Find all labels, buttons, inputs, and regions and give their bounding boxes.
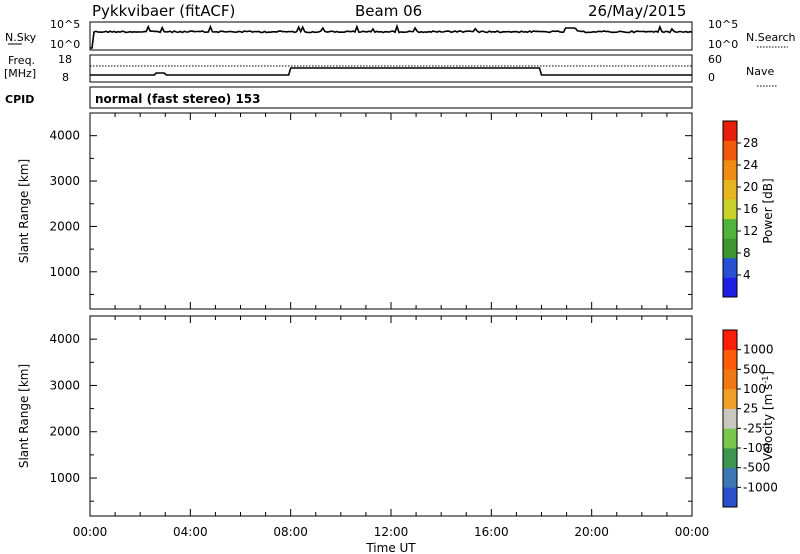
nsearch-label: N.Search [746,31,796,44]
colorbar-swatch [723,277,737,298]
colorbar-swatch [723,238,737,259]
power-colorbar-label: Power [dB] [761,178,775,243]
beam-title: Beam 06 [355,2,422,20]
freq-panel: Freq. [MHz] 18 8 60 0 Nave [4,53,778,87]
freq-tick-top: 18 [58,53,72,66]
power-colorbar: 28 24 20 16 12 8 4 [722,120,758,298]
nave-tick-top: 60 [708,53,722,66]
nsearch-tick-top: 10^5 [708,18,738,31]
power-panel: 1000 2000 3000 4000 Slant Range [km] 28 24 20… [17,112,775,310]
colorbar-swatch [723,121,737,141]
cpid-panel: CPID normal (fast stereo) 153 [5,86,693,109]
nsky-tick-bottom: 10^0 [50,38,80,51]
y-tick-label: 3000 [49,174,80,188]
y-tick-label: 1000 [49,265,80,279]
date-title: 26/May/2015 [588,2,686,20]
freq-unit-label: [MHz] [4,67,36,80]
power-y-axis: 1000 2000 3000 4000 [49,129,692,295]
nsearch-tick-bottom: 10^0 [708,38,738,51]
colorbar-swatch [723,199,737,220]
freq-label: Freq. [8,54,35,67]
colorbar-tick-label: 24 [743,158,758,172]
y-tick-label: 4000 [49,129,80,143]
station-title: Pykkvibaer (fitACF) [92,2,235,20]
colorbar-swatch [723,140,737,161]
cpid-mode: normal (fast stereo) 153 [95,92,261,106]
colorbar-swatch [723,218,737,239]
colorbar-tick-label: 4 [743,268,751,282]
nsky-tick-top: 10^5 [50,18,80,31]
colorbar-swatch [723,257,737,278]
colorbar-tick-label: 12 [743,224,758,238]
nsky-panel: N.Sky 10^5 10^0 10^5 10^0 N.Search [5,18,796,51]
colorbar-tick-label: 28 [743,136,758,150]
colorbar-swatch [723,160,737,180]
y-tick-label: 2000 [49,219,80,233]
nsky-label: N.Sky [5,31,37,44]
nsky-trace [90,23,693,49]
freq-trace [90,67,692,76]
colorbar-tick-label: 16 [743,202,758,216]
freq-tick-bottom: 8 [62,71,69,84]
nave-tick-bottom: 0 [708,71,715,84]
power-ylabel: Slant Range [km] [17,159,31,263]
colorbar-tick-label: 20 [743,180,758,194]
cpid-label: CPID [5,93,34,106]
colorbar-swatch [723,179,737,200]
colorbar-tick-label: 8 [743,246,751,260]
nave-label: Nave [746,65,774,78]
